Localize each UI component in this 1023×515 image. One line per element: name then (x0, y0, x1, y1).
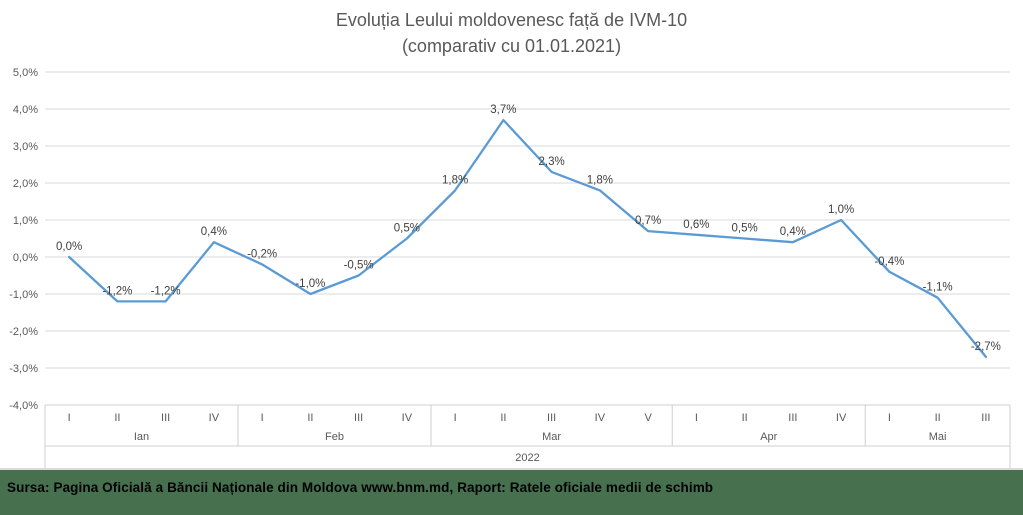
y-axis-tick-label: 3,0% (13, 141, 38, 153)
x-axis-week-label: II (114, 412, 120, 424)
chart-title: Evoluția Leului moldovenesc față de IVM-… (335, 10, 688, 30)
x-axis-week-label: II (500, 412, 506, 424)
x-axis-week-label: III (354, 412, 363, 424)
data-point-label: 1,8% (587, 174, 613, 186)
data-point-label: 0,6% (683, 219, 709, 231)
x-axis-week-label: IV (595, 412, 606, 424)
source-footer: Sursa: Pagina Oficială a Băncii Național… (0, 470, 1023, 515)
y-axis-tick-label: 4,0% (13, 104, 38, 116)
y-axis-tick-label: 0,0% (13, 252, 38, 264)
data-point-label: 1,8% (442, 174, 468, 186)
data-point-label: -1,0% (295, 278, 325, 290)
y-axis-tick-label: 2,0% (13, 178, 38, 190)
line-chart: 5,0% 4,0% 3,0% 2,0% 1,0% 0,0% -1,0% -2,0% -3,0% -… (0, 67, 1023, 470)
x-axis-week-label: I (68, 412, 71, 424)
x-axis-week-label: IV (402, 412, 413, 424)
y-axis-tick-label: 5,0% (13, 67, 38, 79)
x-axis-week-label: II (307, 412, 313, 424)
chart-title-block: Evoluția Leului moldovenesc față de IVM-… (0, 7, 1023, 59)
data-line (67, 118, 988, 359)
y-axis-tick-label: -3,0% (9, 363, 38, 375)
source-text: Sursa: Pagina Oficială a Băncii Național… (7, 480, 714, 495)
data-point-label: 0,0% (56, 241, 82, 253)
x-axis-week-label: III (161, 412, 170, 424)
data-point-label: -0,2% (247, 248, 277, 260)
y-axis-tick-label: -2,0% (9, 326, 38, 338)
data-point-label: 0,5% (732, 223, 758, 235)
x-axis-week-label: I (695, 412, 698, 424)
y-axis-tick-label: -4,0% (9, 400, 38, 412)
x-axis-month-label: Feb (325, 431, 344, 443)
y-axis-tick-label: 1,0% (13, 215, 38, 227)
x-axis-week-label: II (935, 412, 941, 424)
x-axis-week-label: III (788, 412, 797, 424)
x-axis-week-label: IV (209, 412, 220, 424)
x-axis-week-label: I (888, 412, 891, 424)
data-point-label: -1,1% (923, 282, 953, 294)
data-point-label: 0,7% (635, 215, 661, 227)
data-point-label: -1,2% (102, 285, 132, 297)
x-axis-month-label: Mai (929, 431, 947, 443)
x-axis-month-label: Apr (760, 431, 777, 443)
data-point-label: 1,0% (828, 204, 854, 216)
x-axis-week-label: I (454, 412, 457, 424)
x-axis-week-label: III (547, 412, 556, 424)
data-point-label: -0,5% (344, 260, 374, 272)
x-axis-month-label: Mar (542, 431, 561, 443)
data-point-label: -1,2% (151, 285, 181, 297)
y-axis-tick-label: -1,0% (9, 289, 38, 301)
x-axis-week-label: II (742, 412, 748, 424)
x-axis-week-label: III (981, 412, 990, 424)
chart-subtitle: (comparativ cu 01.01.2021) (401, 36, 622, 56)
data-point-label: -0,4% (874, 256, 904, 268)
x-axis-week-label: I (261, 412, 264, 424)
data-point-label: 3,7% (490, 104, 516, 116)
data-point-label: 0,4% (780, 226, 806, 238)
data-point-label: 0,5% (394, 223, 420, 235)
x-axis-month-label: Ian (134, 431, 149, 443)
data-point-label: 2,3% (539, 156, 565, 168)
x-axis-week-label: V (644, 412, 652, 424)
x-axis-year-label: 2022 (515, 452, 539, 464)
x-axis-week-label: IV (836, 412, 847, 424)
data-point-label: -2,7% (971, 341, 1001, 353)
data-point-label: 0,4% (201, 226, 227, 238)
